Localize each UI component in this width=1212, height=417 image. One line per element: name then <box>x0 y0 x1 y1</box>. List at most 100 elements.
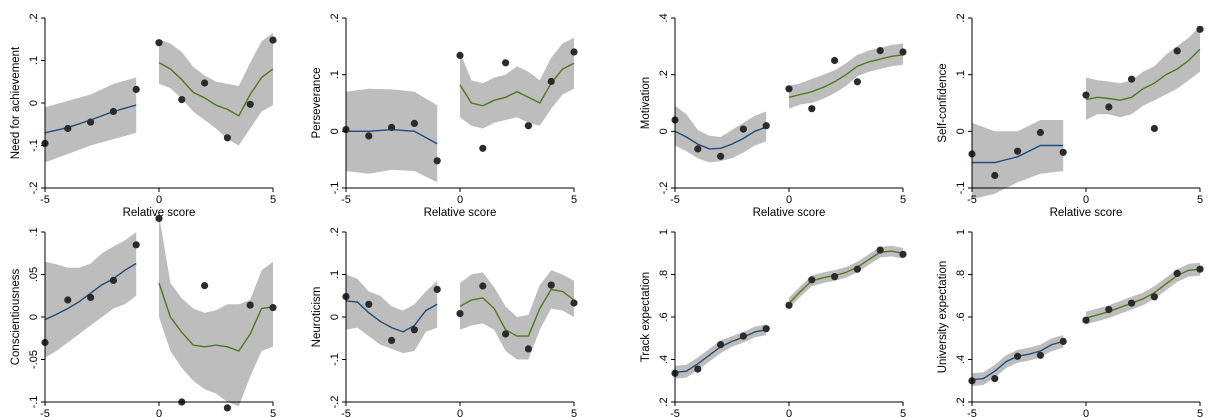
data-point <box>365 132 373 140</box>
y-tick-label: -.05 <box>28 350 40 369</box>
data-point <box>132 85 140 93</box>
data-point <box>1196 25 1204 33</box>
y-axis-label: Track expectation <box>640 272 652 362</box>
data-point <box>246 100 254 108</box>
right-confidence-band <box>460 270 574 360</box>
y-tick-label: -.1 <box>329 353 341 366</box>
data-point <box>991 171 999 180</box>
x-tick-label: 0 <box>1083 194 1089 206</box>
y-tick-label: .2 <box>658 397 670 406</box>
data-point <box>87 118 95 126</box>
right-confidence-band <box>789 43 903 109</box>
data-point <box>479 144 487 152</box>
x-tick-label: 5 <box>1197 194 1203 206</box>
data-point <box>1105 306 1113 314</box>
y-tick-label: -.1 <box>28 139 40 152</box>
data-point <box>1196 265 1204 273</box>
data-point <box>1082 91 1090 99</box>
y-tick-label: .1 <box>28 227 40 236</box>
right-fit-line <box>158 282 274 352</box>
y-tick-label: .4 <box>955 355 967 364</box>
data-point <box>64 296 72 304</box>
y-axis-label: Need for achievement <box>10 46 22 159</box>
data-point <box>178 96 186 104</box>
y-axis-label: Self-confidence <box>937 63 949 142</box>
data-point <box>456 310 464 318</box>
data-point <box>762 325 770 333</box>
x-tick-label: -5 <box>967 194 977 206</box>
y-tick-label: -.1 <box>28 396 40 409</box>
chart-panel-3: -.2 0 .2 .4 -5 0 5 Relative score Motivation <box>640 13 907 219</box>
x-tick-label: 5 <box>270 408 276 417</box>
y-tick-label: -.2 <box>658 182 670 195</box>
data-point <box>1150 124 1158 133</box>
right-fit-line <box>459 62 575 107</box>
right-confidence-band <box>460 37 574 129</box>
data-point <box>155 39 163 47</box>
y-tick-label: .2 <box>955 397 967 406</box>
y-tick-label: 0 <box>955 128 967 134</box>
left-confidence-band <box>972 120 1064 200</box>
data-point <box>876 246 884 254</box>
data-point <box>1059 337 1067 345</box>
right-confidence-band <box>1086 26 1200 120</box>
y-tick-label: -.2 <box>329 396 341 409</box>
x-axis-label: Relative score <box>123 207 196 219</box>
data-point <box>1105 103 1113 111</box>
x-tick-label: 0 <box>1083 408 1089 417</box>
y-tick-label: .6 <box>955 312 967 321</box>
data-point <box>899 250 907 258</box>
data-point <box>269 36 277 44</box>
right-fit-line <box>788 54 904 98</box>
x-tick-label: 0 <box>786 408 792 417</box>
data-point <box>831 273 839 281</box>
y-tick-label: .8 <box>658 270 670 279</box>
data-point <box>109 107 117 116</box>
left-fit-line <box>44 262 137 321</box>
y-tick-label: -.1 <box>329 182 341 195</box>
data-point <box>87 293 95 301</box>
x-tick-label: 5 <box>270 194 276 206</box>
y-tick-label: .8 <box>955 270 967 279</box>
data-point <box>524 122 533 130</box>
data-point <box>246 301 254 309</box>
y-tick-label: 1 <box>955 229 967 235</box>
data-point <box>717 341 725 349</box>
x-axis-label: Relative score <box>424 207 497 219</box>
x-tick-label: -5 <box>670 194 680 206</box>
data-point <box>269 304 277 312</box>
right-confidence-band <box>159 32 273 146</box>
x-axis-label: Relative score <box>753 207 826 219</box>
y-tick-label: .2 <box>329 13 341 22</box>
data-point <box>201 282 209 290</box>
y-tick-label: -.1 <box>955 182 967 195</box>
x-tick-label: 0 <box>156 408 162 417</box>
x-tick-label: -5 <box>341 194 351 206</box>
data-point <box>570 299 578 307</box>
left-fit-line <box>674 126 767 150</box>
right-confidence-band <box>789 245 903 309</box>
x-tick-label: 0 <box>786 194 792 206</box>
left-fit-line <box>345 300 438 333</box>
data-point <box>1059 148 1067 156</box>
data-point <box>410 119 418 127</box>
x-tick-label: -5 <box>40 408 50 417</box>
data-point <box>502 59 510 67</box>
chart-panel-1: -.2 -.1 0 .1 .2 -5 0 5 Relative score Need for ac… <box>10 13 277 219</box>
y-tick-label: 0 <box>28 314 40 320</box>
y-tick-label: 1 <box>658 229 670 235</box>
data-point <box>132 241 140 249</box>
left-confidence-band <box>346 274 438 354</box>
data-point <box>717 152 725 160</box>
x-tick-label: -5 <box>967 408 977 417</box>
y-axis-label: Conscientiousness <box>10 268 22 365</box>
y-tick-label: .2 <box>955 13 967 22</box>
left-confidence-band <box>972 335 1064 387</box>
data-point <box>785 85 793 93</box>
data-point <box>433 285 441 293</box>
data-point <box>502 330 510 338</box>
x-tick-label: -5 <box>341 408 351 417</box>
